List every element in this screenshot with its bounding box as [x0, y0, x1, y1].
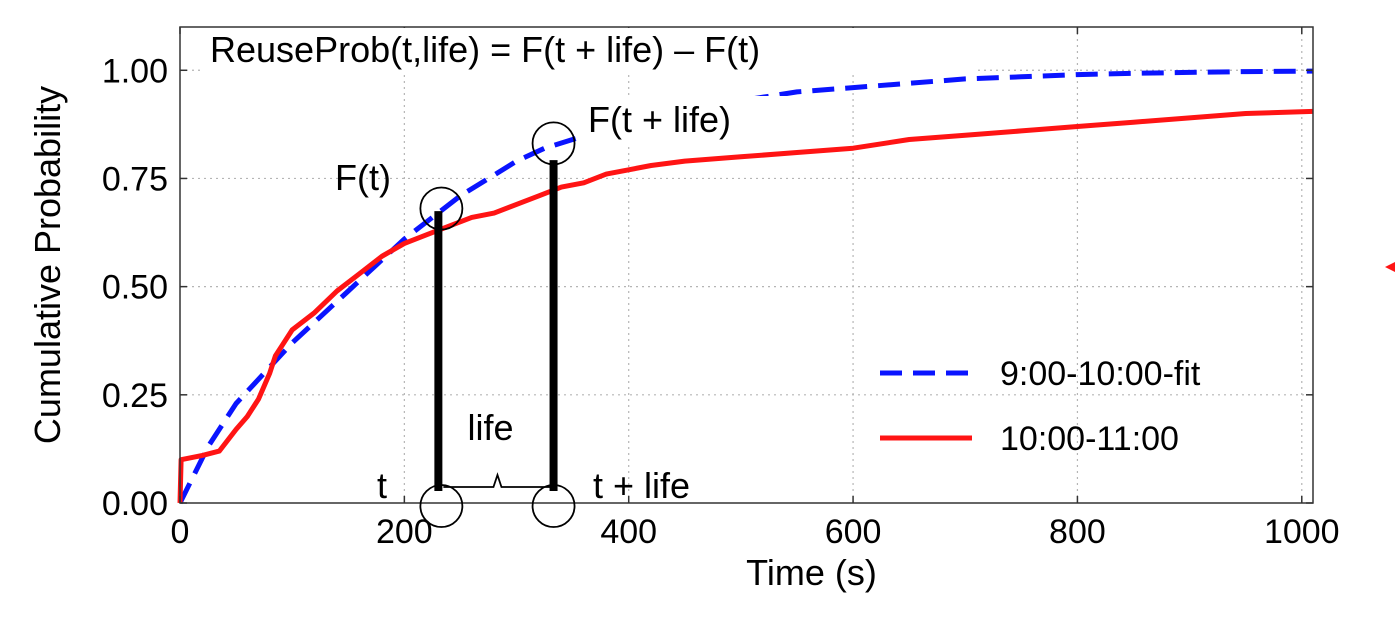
legend: 9:00-10:00-fit 10:00-11:00	[880, 355, 1201, 458]
x-tick-label: 0	[171, 513, 190, 551]
f-t-label: F(t)	[335, 157, 391, 198]
f-t-life-label-background	[580, 96, 795, 144]
x-tick-label: 600	[825, 513, 882, 551]
series-line-fit	[177, 68, 1314, 505]
marker-circle-t	[419, 484, 464, 528]
marker-circle-t-life	[531, 484, 576, 528]
life-brace	[443, 472, 552, 488]
y-tick-label: 0.50	[102, 269, 168, 307]
marker-circle-f-t-life	[531, 121, 576, 166]
arrow-icon	[1385, 262, 1395, 272]
marker-circle-f-t	[419, 186, 464, 231]
annotations: ReuseProb(t,life) = F(t + life) – F(t) F…	[200, 28, 975, 528]
series-layer	[177, 68, 1314, 505]
t-plus-life-label: t + life	[593, 465, 690, 506]
t-label: t	[377, 465, 387, 506]
y-axis-title: Cumulative Probability	[27, 86, 68, 444]
x-axis-title: Time (s)	[746, 552, 877, 593]
y-tick-label: 0.25	[102, 377, 168, 415]
f-t-life-label: F(t + life)	[588, 99, 731, 140]
x-tick-label: 200	[376, 513, 433, 551]
y-tick-label: 0.00	[102, 485, 168, 523]
plot-frame	[179, 26, 1314, 504]
formula-background	[200, 28, 975, 72]
formula-annotation: ReuseProb(t,life) = F(t + life) – F(t)	[210, 29, 760, 70]
x-tick-label: 800	[1049, 513, 1106, 551]
x-tick-label: 400	[600, 513, 657, 551]
x-tick-label: 1000	[1264, 513, 1340, 551]
tick-labels: 0 200 400 600 800 1000 0.00 0.25 0.50 0.75 1.00	[102, 52, 1340, 551]
y-tick-label: 1.00	[102, 52, 168, 90]
y-tick-label: 0.75	[102, 160, 168, 198]
life-label: life	[467, 407, 513, 448]
legend-label-fit: 9:00-10:00-fit	[1000, 355, 1201, 393]
legend-label-observed: 10:00-11:00	[1000, 420, 1179, 458]
series-line-observed	[177, 108, 1314, 504]
